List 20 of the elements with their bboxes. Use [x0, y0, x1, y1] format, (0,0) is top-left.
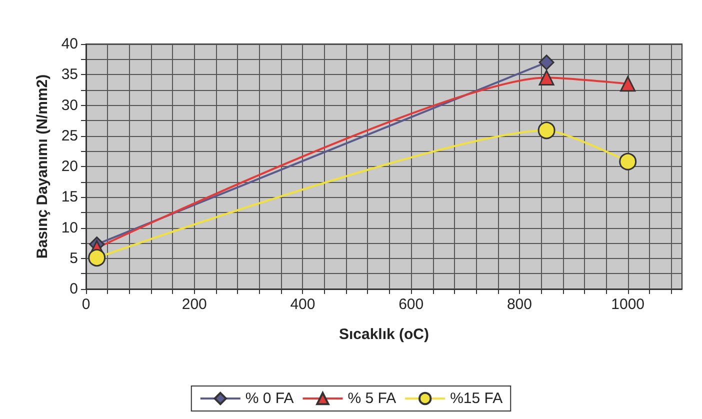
y-axis-title: Basınç Dayanımı (N/mm2)	[34, 74, 51, 259]
legend-label: % 0 FA	[245, 390, 294, 407]
x-tick-label: 200	[182, 296, 207, 313]
y-tick-label: 5	[70, 250, 78, 267]
x-tick-label: 800	[506, 296, 532, 313]
y-tick-label: 0	[70, 280, 78, 298]
legend-label: %15 FA	[450, 390, 503, 407]
x-tick-label: 1000	[611, 296, 645, 313]
x-axis-title: Sıcaklık (oC)	[338, 326, 430, 343]
y-tick-label: 25	[61, 127, 78, 144]
y-tick-label: 40	[61, 36, 78, 52]
y-tick-label: 35	[61, 66, 78, 84]
y-tick-label: 15	[61, 188, 78, 206]
x-tick-label: 600	[398, 296, 424, 313]
x-tick-label: 400	[290, 296, 316, 313]
x-tick-label: 0	[82, 296, 90, 313]
y-tick-label: 20	[61, 158, 78, 175]
legend-label: % 5 FA	[348, 390, 396, 407]
y-tick-label: 30	[61, 96, 78, 114]
y-tick-label: 10	[61, 219, 78, 236]
